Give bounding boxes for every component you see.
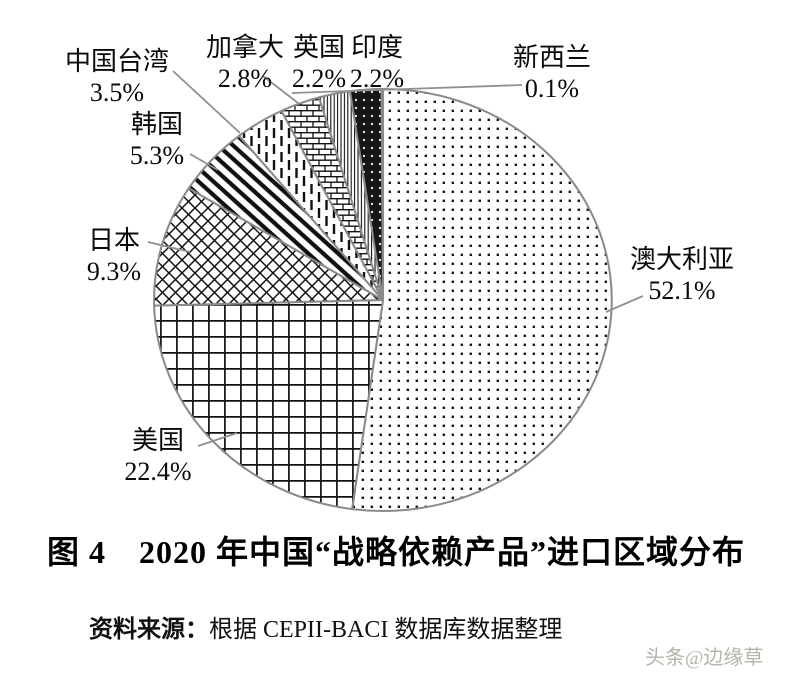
slice-name: 加拿大 [205,33,285,62]
slice-name: 英国 [292,33,346,62]
figure-caption: 图 4 2020 年中国“战略依赖产品”进口区域分布 [46,534,745,570]
slice-label-korea: 韩国 5.3% [130,109,184,171]
leader-line-taiwan [172,70,241,134]
slice-label-japan: 日本 9.3% [87,225,141,287]
slice-name: 印度 [350,33,404,62]
slice-label-australia: 澳大利亚 52.1% [630,244,734,306]
leader-line-canada [262,75,299,104]
source-line: 资料来源：根据 CEPII-BACI 数据库数据整理 [89,609,562,644]
slice-label-nz: 新西兰 0.1% [513,42,591,104]
pie-slices [153,87,613,512]
slice-label-india: 印度 2.2% [350,32,404,94]
slice-pct: 22.4% [124,457,192,486]
slice-pct: 3.5% [89,78,145,107]
slice-pct: 0.1% [524,74,580,103]
leader-line-australia [605,295,644,313]
leader-line-nz [291,84,523,94]
leader-line-japan [147,241,191,253]
slice-name: 日本 [87,226,141,255]
source-prefix: 资料来源： [89,617,209,643]
slice-pct: 2.2% [349,64,405,93]
leader-line-korea [189,153,219,171]
slice-label-usa: 美国 22.4% [124,425,191,487]
slice-pct: 2.2% [291,64,347,93]
watermark: 头条@边缘草 [645,647,764,669]
slice-name: 澳大利亚 [629,245,735,274]
pie-slice-nz [380,87,384,301]
slice-name: 美国 [131,426,185,455]
slice-name: 新西兰 [512,43,592,72]
slice-label-taiwan: 中国台湾 3.5% [65,46,169,108]
slice-name: 中国台湾 [64,47,170,76]
slice-label-uk: 英国 2.2% [292,32,346,94]
slice-pct: 2.8% [217,64,273,93]
slice-pct: 9.3% [86,257,142,286]
slice-pct: 5.3% [129,141,185,170]
slice-name: 韩国 [130,110,184,139]
leader-line-usa [197,432,238,447]
source-text: 根据 CEPII-BACI 数据库数据整理 [209,617,563,643]
pie-slice-australia [351,88,613,512]
leader-lines [147,70,644,447]
slice-label-canada: 加拿大 2.8% [206,32,284,94]
slice-pct: 52.1% [648,276,716,305]
